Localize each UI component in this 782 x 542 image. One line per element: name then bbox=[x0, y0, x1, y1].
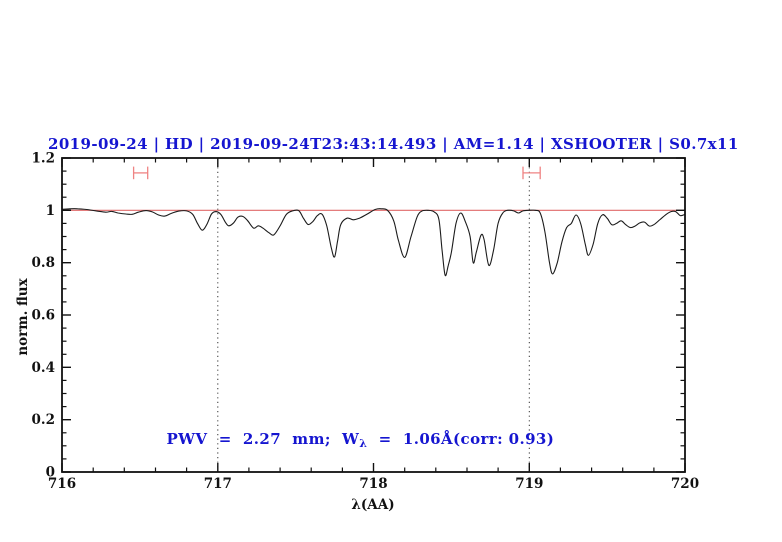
x-tick-label: 718 bbox=[359, 476, 387, 492]
x-tick-label: 720 bbox=[671, 476, 699, 492]
y-tick-label: 1.2 bbox=[32, 151, 56, 167]
x-tick-label: 717 bbox=[204, 476, 232, 492]
y-tick-label: 0.6 bbox=[32, 308, 56, 324]
spectrum-curve bbox=[61, 208, 686, 277]
y-tick-label: 0.8 bbox=[32, 255, 56, 271]
pwv-annotation-text-2: = 1.06Å(corr: 0.93) bbox=[367, 430, 555, 448]
y-tick-label: 0 bbox=[46, 465, 55, 481]
pwv-annotation: PWV = 2.27 mm; Wλ = 1.06Å(corr: 0.93) bbox=[144, 412, 554, 468]
y-tick-label: 0.2 bbox=[32, 412, 56, 428]
x-tick-label: 716 bbox=[48, 476, 76, 492]
x-tick-label: 719 bbox=[515, 476, 543, 492]
lambda-subscript: λ bbox=[359, 437, 368, 450]
y-tick-label: 0.4 bbox=[32, 360, 56, 376]
pwv-annotation-text: PWV = 2.27 mm; W bbox=[166, 430, 360, 448]
plot-generated-layer: 716 717 718 719 720 0 0.2 0.4 0.6 0.8 1 1.2 bbox=[32, 151, 700, 493]
y-tick-label: 1 bbox=[46, 203, 55, 219]
y-axis-title: norm. flux bbox=[15, 277, 31, 355]
x-axis-title: λ(AA) bbox=[351, 497, 394, 513]
